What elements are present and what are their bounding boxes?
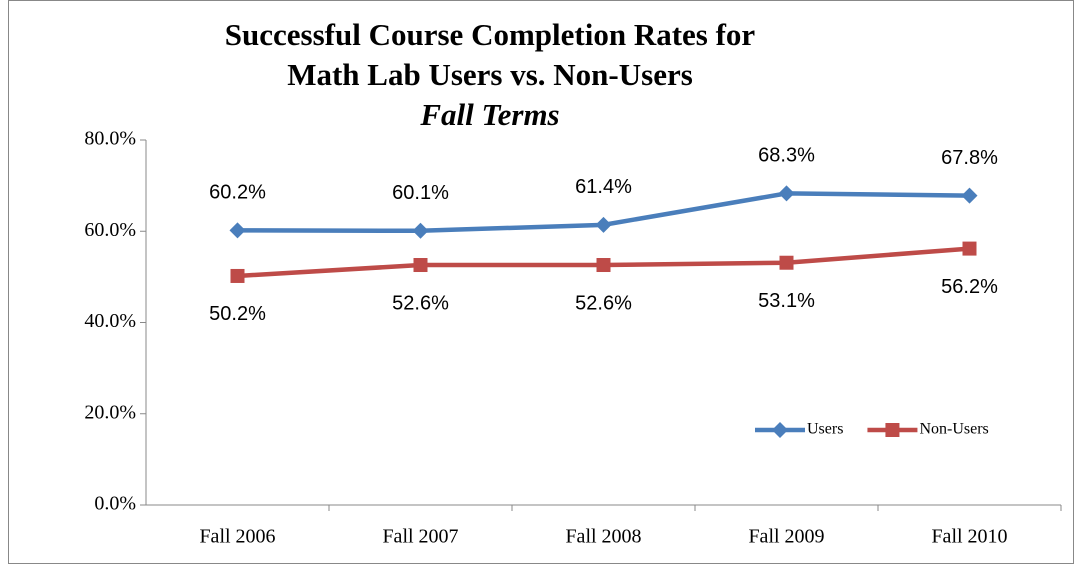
data-point xyxy=(413,258,428,273)
data-label: 67.8% xyxy=(941,147,998,169)
chart-title: Math Lab Users vs. Non-Users xyxy=(287,57,693,92)
data-point xyxy=(778,185,795,202)
data-label: 60.1% xyxy=(392,182,449,204)
y-tick-label: 20.0% xyxy=(84,401,136,423)
x-tick-label: Fall 2006 xyxy=(199,526,275,548)
data-label: 50.2% xyxy=(209,303,266,325)
legend-label: Non-Users xyxy=(919,421,988,438)
chart-subtitle: Fall Terms xyxy=(419,97,559,132)
data-point xyxy=(961,187,978,204)
legend-marker xyxy=(772,422,788,438)
data-label: 68.3% xyxy=(758,145,815,167)
x-tick-label: Fall 2010 xyxy=(931,526,1007,548)
y-tick-label: 80.0% xyxy=(84,128,136,150)
data-label: 52.6% xyxy=(392,292,449,314)
x-tick-label: Fall 2009 xyxy=(748,526,824,548)
y-tick-label: 60.0% xyxy=(84,219,136,241)
data-label: 56.2% xyxy=(941,276,998,298)
data-point xyxy=(962,241,977,256)
data-point xyxy=(596,258,611,273)
data-point xyxy=(229,222,246,239)
data-point xyxy=(412,222,429,239)
data-point xyxy=(779,255,794,270)
data-point xyxy=(230,268,245,283)
y-tick-label: 0.0% xyxy=(94,493,136,515)
data-point xyxy=(595,216,612,233)
chart-title: Successful Course Completion Rates for xyxy=(225,17,756,52)
x-tick-label: Fall 2008 xyxy=(565,526,641,548)
data-label: 53.1% xyxy=(758,290,815,312)
x-tick-label: Fall 2007 xyxy=(382,526,458,548)
legend-label: Users xyxy=(807,421,843,438)
data-label: 52.6% xyxy=(575,292,632,314)
data-label: 61.4% xyxy=(575,176,632,198)
y-tick-label: 40.0% xyxy=(84,310,136,332)
chart-border xyxy=(8,0,1074,564)
legend-marker xyxy=(885,423,900,437)
data-label: 60.2% xyxy=(209,182,266,204)
